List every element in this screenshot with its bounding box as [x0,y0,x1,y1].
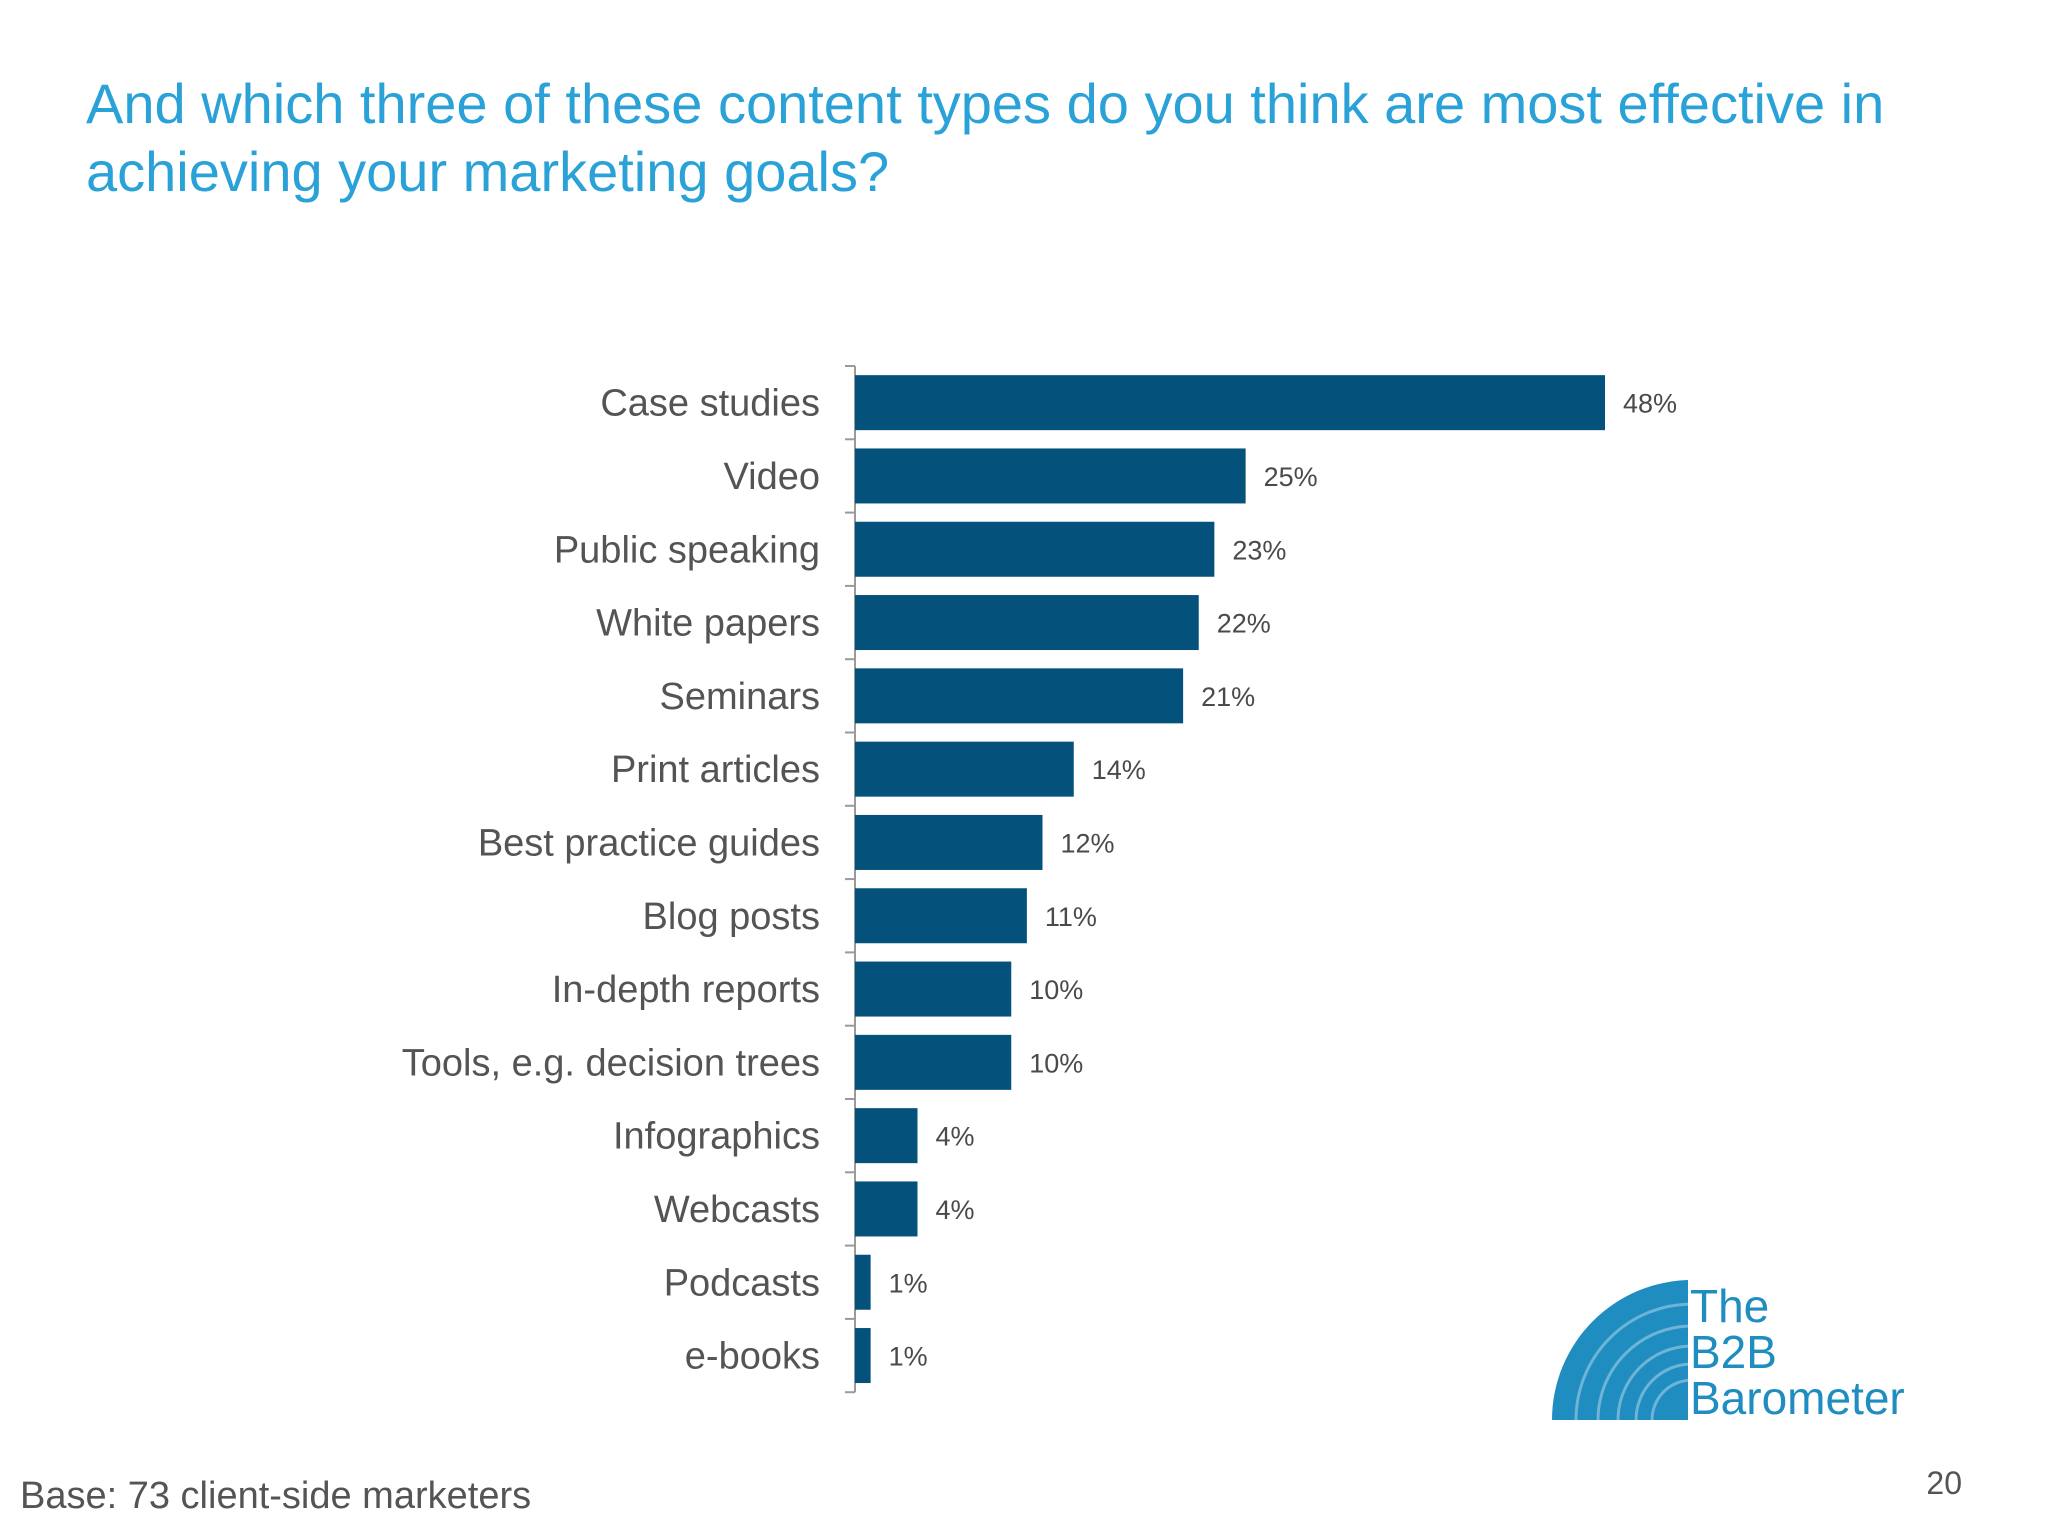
base-footnote: Base: 73 client-side marketers [20,1475,532,1517]
category-label: e-books [685,1336,820,1378]
data-label: 25% [1264,462,1318,492]
category-label: Infographics [613,1116,820,1158]
bar [855,595,1199,651]
chart-bars-group [855,375,1605,1384]
data-label: 48% [1623,389,1677,419]
category-label: Case studies [600,383,820,425]
data-label: 21% [1201,682,1255,712]
logo-line-3: Barometer [1690,1372,1905,1420]
bar [855,1034,1012,1090]
bar [855,375,1605,431]
logo-line-2: B2B [1690,1326,1777,1378]
data-label: 10% [1029,975,1083,1005]
category-label: In-depth reports [552,969,820,1011]
bar [855,521,1215,577]
bar [855,1254,871,1310]
bar [855,961,1012,1017]
logo-line-1: The [1690,1280,1769,1332]
chart-title: And which three of these content types d… [86,72,1885,203]
category-label: Podcasts [664,1262,820,1304]
bar [855,1181,918,1237]
category-label: Webcasts [654,1189,820,1231]
category-label: Public speaking [554,529,820,571]
chart-axis-group [845,365,856,1394]
data-label: 10% [1029,1048,1083,1078]
data-label: 12% [1061,828,1115,858]
category-label: Video [723,456,820,498]
bar [855,1328,871,1384]
data-label: 1% [889,1268,928,1298]
data-label: 4% [936,1122,975,1152]
bar [855,814,1043,870]
category-label: Seminars [660,676,821,718]
bar [855,448,1246,504]
page-number: 20 [1926,1465,1962,1501]
category-label: Blog posts [643,896,820,938]
bar [855,668,1184,724]
bar [855,888,1027,944]
category-label: Best practice guides [478,822,820,864]
barometer-arcs-icon [1552,1280,1688,1420]
b2b-barometer-logo: The B2B Barometer [1552,1280,1905,1420]
chart-labels-group: Case studies 48% Video 25% Public speaking 23… [402,383,1677,1378]
bar [855,1108,918,1164]
category-label: White papers [596,603,820,645]
bar [855,741,1074,797]
data-label: 14% [1092,755,1146,785]
category-label: Print articles [611,749,820,791]
data-label: 23% [1232,535,1286,565]
category-label: Tools, e.g. decision trees [402,1042,820,1084]
data-label: 22% [1217,609,1271,639]
data-label: 4% [936,1195,975,1225]
data-label: 11% [1045,902,1097,932]
data-label: 1% [889,1342,928,1372]
